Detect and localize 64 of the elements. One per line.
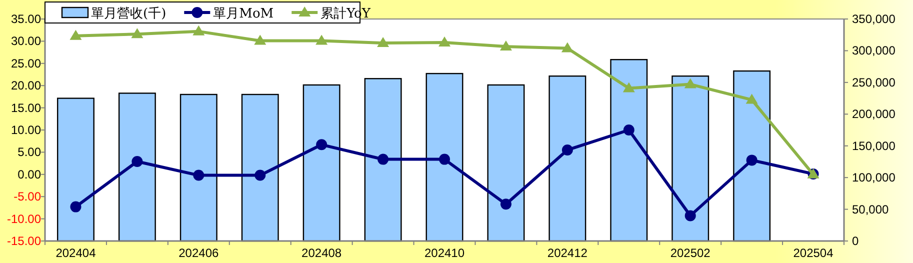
point: [131, 28, 144, 38]
point: [623, 124, 634, 136]
y2-tick-label: 350,000: [852, 12, 896, 26]
y-tick-label: -5.00: [14, 190, 42, 204]
bar: [672, 75, 710, 242]
y-tick-label: -15.00: [6, 234, 42, 248]
x-tick-label: 202410: [424, 246, 465, 260]
point: [500, 198, 512, 210]
x-tick-label: 202408: [302, 246, 342, 260]
y2-tick-label: 300,000: [852, 44, 896, 58]
point: [684, 210, 696, 222]
y2-tick-label: 200,000: [852, 107, 896, 122]
y-tick-label: 0.00: [18, 167, 42, 182]
point: [377, 36, 390, 47]
point: [438, 36, 450, 47]
point: [622, 82, 635, 92]
y2-tick-label: 0: [852, 234, 859, 248]
point: [316, 139, 328, 150]
point: [500, 40, 512, 51]
y-tick-label: 25.00: [10, 56, 42, 70]
y-tick-label: 30.00: [10, 34, 42, 48]
x-tick-label: 202504: [793, 246, 834, 260]
y-tick-label: 20.00: [10, 78, 42, 93]
bar: [487, 84, 525, 242]
x-tick-label: 202502: [670, 246, 711, 260]
point: [378, 154, 389, 165]
bar: [548, 75, 586, 242]
bar: [241, 94, 279, 242]
bar: [57, 98, 94, 242]
point: [684, 78, 696, 88]
y-tick-label: 5.00: [18, 145, 42, 160]
y2-tick-label: 50,000: [852, 202, 890, 216]
x-tick-label: 202404: [56, 246, 96, 260]
y-tick-label: 15.00: [10, 100, 42, 115]
legend-label: 單月MoM: [213, 6, 274, 22]
point: [561, 42, 574, 52]
y2-tick-label: 250,000: [852, 75, 896, 90]
point: [70, 201, 82, 212]
point: [254, 170, 266, 181]
bar: [180, 94, 218, 242]
x-tick-label: 202406: [178, 246, 219, 260]
point: [746, 94, 758, 104]
point: [254, 34, 266, 45]
point: [132, 156, 143, 168]
point: [746, 154, 758, 166]
point: [193, 170, 204, 181]
y-tick-label: -10.00: [6, 212, 42, 226]
point: [192, 25, 205, 36]
x-tick-label: 202412: [547, 246, 588, 260]
legend-label: 單月營收(千): [91, 6, 166, 22]
point: [316, 34, 328, 45]
y2-tick-label: 150,000: [852, 138, 896, 153]
point: [70, 30, 82, 40]
bar: [426, 72, 464, 242]
bar: [118, 92, 156, 242]
point: [439, 154, 450, 165]
bar: [610, 58, 648, 242]
bar: [302, 84, 340, 242]
y2-tick-label: 100,000: [852, 170, 896, 185]
bar: [364, 78, 402, 242]
point: [562, 144, 573, 156]
bar: [733, 70, 771, 242]
y-tick-label: 35.00: [10, 12, 42, 26]
y-tick-label: 10.00: [10, 123, 42, 137]
